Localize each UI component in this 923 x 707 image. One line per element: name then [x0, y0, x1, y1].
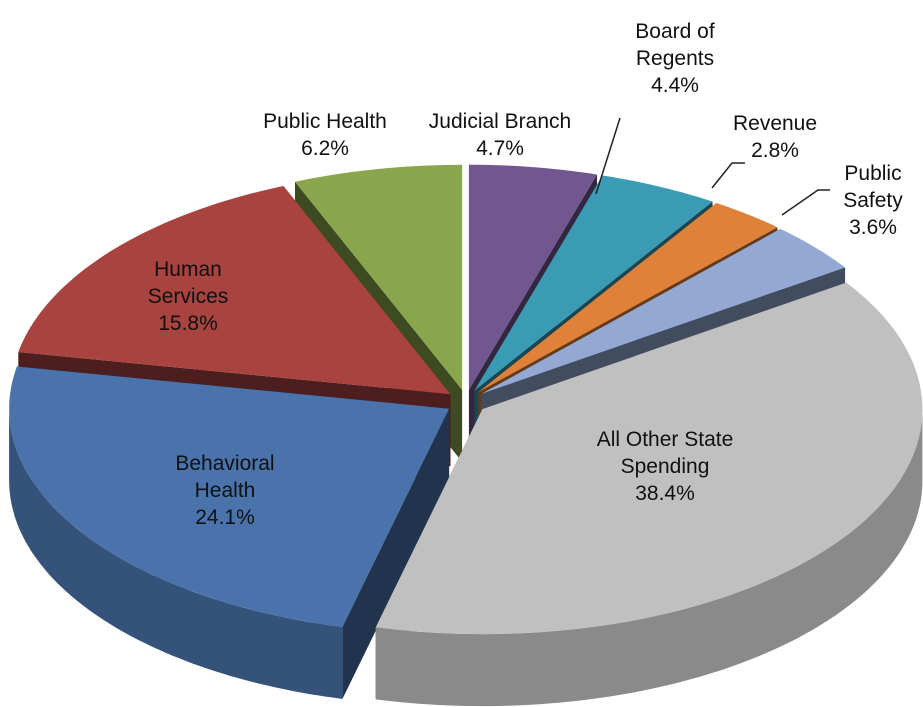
category-name: Judicial Branch [428, 110, 572, 133]
leader-line [595, 117, 621, 195]
value-label: 38.4% [635, 482, 695, 505]
value-label: 3.6% [849, 216, 897, 239]
slice-label: Behavioral Health 24.1% [165, 450, 285, 531]
slice-label: Public Health 6.2% [240, 108, 410, 162]
category-name: All Other State Spending [596, 428, 734, 478]
category-name: Human Services [147, 258, 229, 308]
pie-slice [375, 282, 923, 635]
value-label: 4.4% [651, 74, 699, 97]
slice-label: Board of Regents 4.4% [628, 18, 723, 99]
pie-slice [481, 228, 846, 394]
category-name: Public Safety [843, 162, 903, 212]
category-name: Behavioral Health [175, 452, 275, 502]
category-name: Public Health [263, 110, 387, 133]
value-label: 6.2% [301, 137, 349, 160]
value-label: 2.8% [751, 139, 799, 162]
category-name: Board of Regents [635, 20, 715, 70]
value-label: 24.1% [195, 506, 255, 529]
slice-tops [9, 164, 923, 635]
slice-side [9, 408, 343, 699]
pie-slice [468, 164, 597, 390]
slice-cut-face [342, 408, 450, 699]
slice-label: Revenue 2.8% [720, 110, 830, 164]
category-name: Revenue [732, 112, 818, 135]
slice-label: Public Safety 3.6% [838, 160, 908, 241]
pie-slice [295, 164, 463, 390]
value-label: 4.7% [476, 137, 524, 160]
slice-label: All Other State Spending 38.4% [578, 426, 753, 507]
slice-label: Judicial Branch 4.7% [405, 108, 595, 162]
leader-line [711, 162, 745, 189]
pie-slice [18, 186, 451, 395]
leader-line [781, 189, 830, 216]
value-label: 15.8% [158, 312, 218, 335]
pie-slice [474, 175, 713, 391]
pie-slice [9, 366, 450, 627]
pie-slice [478, 203, 778, 393]
slice-side [375, 409, 923, 707]
slice-label: Human Services 15.8% [133, 256, 243, 337]
